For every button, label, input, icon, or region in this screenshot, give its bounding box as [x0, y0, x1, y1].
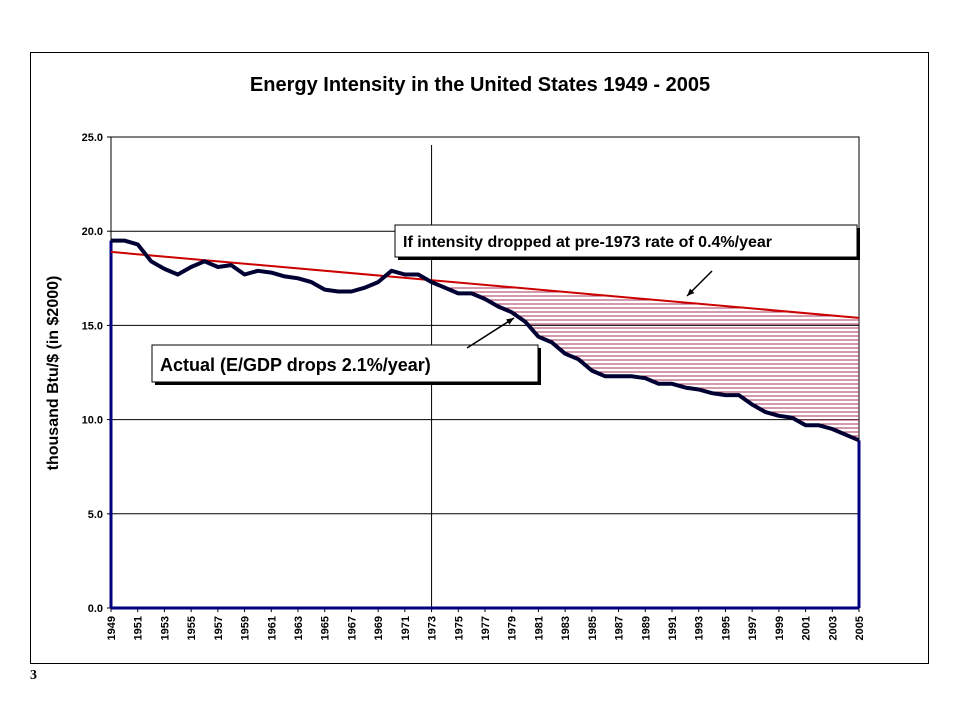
x-tick-label: 1983 [560, 616, 572, 640]
arrow-to-trend-head [687, 288, 695, 296]
x-tick-label: 1989 [640, 616, 652, 640]
x-tick-label: 1981 [533, 616, 545, 640]
x-tick-label: 1997 [747, 616, 759, 640]
annotation-box-actual [151, 344, 539, 383]
y-tick-label: 25.0 [82, 132, 103, 144]
x-tick-label: 1953 [159, 616, 171, 640]
annotation-actual-label: Actual (E/GDP drops 2.1%/year) [160, 355, 431, 375]
x-tick-label: 1961 [266, 616, 278, 640]
x-tick-label: 1971 [400, 616, 412, 640]
x-tick-label: 2005 [854, 616, 866, 640]
y-tick-label: 0.0 [88, 603, 103, 615]
savings-hatch-area [445, 287, 859, 437]
x-tick-label: 1995 [720, 616, 732, 640]
x-tick-label: 1963 [293, 616, 305, 640]
x-tick-label: 1951 [133, 616, 145, 640]
x-tick-label: 1955 [186, 616, 198, 640]
x-tick-label: 1959 [240, 616, 252, 640]
x-tick-label: 1977 [480, 616, 492, 640]
x-tick-label: 1987 [614, 616, 626, 640]
y-tick-label: 15.0 [82, 320, 103, 332]
annotation-trend-label: If intensity dropped at pre-1973 rate of… [403, 234, 772, 251]
x-tick-label: 1993 [694, 616, 706, 640]
trend-line [110, 250, 860, 319]
annotation-box-trend [394, 224, 858, 258]
y-tick-label: 20.0 [82, 226, 103, 238]
x-tick-label: 1949 [106, 616, 118, 640]
x-tick-label: 1979 [507, 616, 519, 640]
slide-number: 3 [30, 668, 37, 683]
arrow-to-actual [466, 317, 515, 349]
x-tick-label: 1957 [213, 616, 225, 640]
x-tick-label: 1999 [774, 616, 786, 640]
x-tick-label: 1965 [320, 616, 332, 640]
label-layer: If intensity dropped at pre-1973 rate of… [151, 224, 860, 385]
x-tick-label: 2001 [801, 616, 813, 640]
x-tick-label: 1967 [346, 616, 358, 640]
x-tick-label: 1985 [587, 616, 599, 640]
actual-series-line [111, 238, 860, 443]
x-tick-label: 1975 [453, 616, 465, 640]
chart-title: Energy Intensity in the United States 19… [249, 74, 711, 96]
series-layer [110, 238, 860, 443]
axis-layer: 0.0 5.0 10.0 15.0 20.0 25.0 1949 1951 1953 1955 19… [82, 132, 866, 640]
x-tick-label: 1991 [667, 616, 679, 640]
y-tick-label: 10.0 [82, 415, 103, 427]
arrow-to-actual-head [506, 318, 514, 325]
x-tick-label: 2003 [827, 616, 839, 640]
x-tick-label: 1973 [427, 616, 439, 640]
x-tick-label: 1969 [373, 616, 385, 640]
y-tick-label: 5.0 [88, 509, 103, 521]
y-axis-label: thousand Btu/$ (in $2000) [45, 276, 62, 471]
